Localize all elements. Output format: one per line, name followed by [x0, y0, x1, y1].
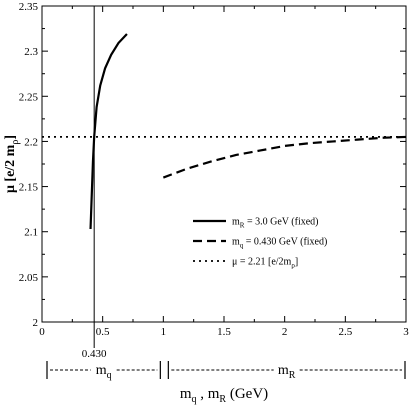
legend-label-rest: = 0.430 GeV (fixed)	[243, 237, 327, 248]
legend-label-sub: ρ	[291, 262, 295, 270]
y-tick-label: 2.3	[24, 46, 38, 58]
x-tick-label: 1.5	[217, 326, 231, 338]
x-axis-label-sub1: q	[192, 394, 197, 405]
x-tick-label: 2	[282, 326, 288, 338]
region-mq-label: mq	[96, 363, 112, 381]
region-mR-label-sub: R	[289, 370, 296, 381]
x-axis-label-tail: (GeV)	[226, 386, 268, 402]
legend-label-sub: R	[240, 222, 245, 230]
y-tick-label: 2.1	[24, 227, 38, 239]
y-tick-label: 2.35	[19, 1, 39, 13]
region-mR-label: mR	[278, 363, 296, 381]
legend-label-1: mR = 3.0 GeV (fixed)	[232, 217, 319, 230]
vertical-marker-label: 0.430	[82, 348, 107, 360]
legend-label-rest: ]	[295, 257, 298, 268]
y-axis-label: μ [e/2 mρ]	[3, 135, 21, 193]
x-tick-label: 0.5	[96, 326, 110, 338]
y-tick-label: 2.05	[19, 272, 39, 284]
x-tick-label: 2.5	[338, 326, 352, 338]
y-tick-label: 2.15	[19, 182, 39, 194]
y-axis-label-open: [e/2 m	[3, 144, 18, 185]
y-tick-label: 2.2	[24, 136, 38, 148]
x-tick-label: 0	[39, 326, 45, 338]
x-tick-label: 1	[161, 326, 167, 338]
legend-label-main: m	[232, 237, 240, 248]
legend-label-3: μ = 2.21 [e/2mρ]	[232, 257, 298, 270]
region-mq-label-sub: q	[107, 370, 112, 381]
legend-label-rest: = 3.0 GeV (fixed)	[244, 217, 318, 228]
legend-label-2: mq = 0.430 GeV (fixed)	[232, 237, 327, 250]
y-axis-label-sub: ρ	[10, 140, 21, 145]
y-tick-label: 2	[33, 317, 39, 329]
plot-frame	[41, 5, 407, 323]
plot-area	[41, 5, 407, 323]
region-mR-label-main: m	[278, 363, 289, 378]
ticks-layer: 0 0.5 1 1.5 2 2.5 3 2 2.05 2.1 2.15 2.2 2.25 2.3 2.35	[19, 1, 409, 338]
legend: mR = 3.0 GeV (fixed)mq = 0.430 GeV (fixe…	[193, 217, 327, 270]
series-line-2	[162, 135, 407, 179]
region-mq-label-main: m	[96, 363, 107, 378]
x-axis-label-sub2: R	[219, 394, 226, 405]
legend-label-sub: q	[240, 242, 244, 250]
y-axis-label-mu: μ	[3, 185, 18, 193]
x-axis-label-mid: , m	[197, 386, 220, 402]
y-tick-label: 2.25	[19, 91, 39, 103]
legend-label-main: μ = 2.21 [e/2m	[232, 257, 292, 268]
series-layer	[42, 33, 407, 230]
y-axis-label-close: ]	[3, 135, 18, 140]
x-axis-label-m1: m	[180, 386, 192, 402]
series-line-1	[89, 33, 128, 230]
x-axis-label: mq , mR (GeV)	[180, 386, 268, 405]
legend-label-main: m	[232, 217, 240, 228]
x-tick-label: 3	[403, 326, 409, 338]
